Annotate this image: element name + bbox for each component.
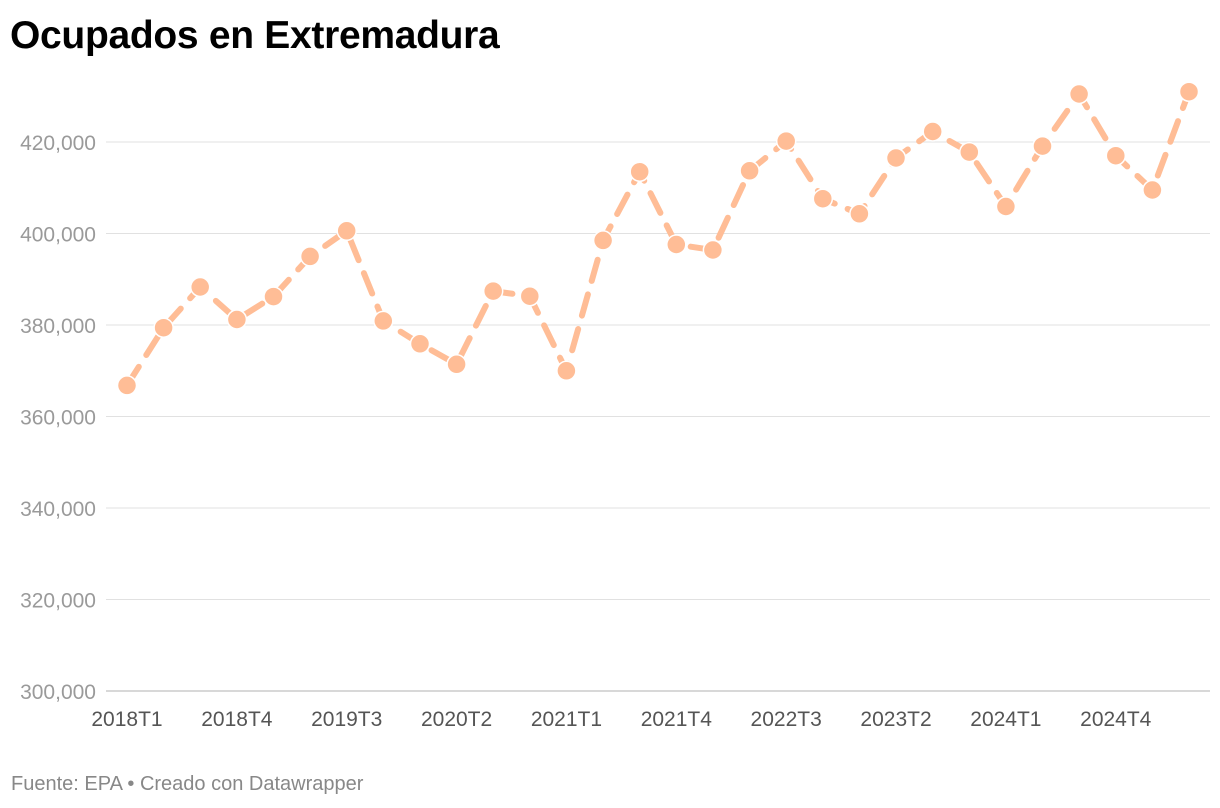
data-point [1105, 145, 1127, 166]
x-tick-label: 2018T1 [91, 708, 162, 731]
line-chart: 300,000 320,000 340,000 360,000 380,000 400,0… [20, 81, 1210, 731]
data-point [482, 280, 504, 302]
data-point [226, 309, 248, 330]
x-tick-label: 2021T1 [531, 708, 602, 731]
data-point [153, 317, 174, 338]
x-tick-label: 2024T1 [970, 708, 1041, 731]
y-tick-label: 340,000 [20, 498, 96, 521]
y-tick-label: 320,000 [20, 590, 96, 613]
grid-lines [106, 141, 1210, 692]
x-tick-label: 2019T3 [311, 708, 382, 731]
credit-note: Creado con Datawrapper [139, 773, 364, 795]
series-points [116, 81, 1200, 396]
data-point [556, 360, 577, 382]
series-line [124, 88, 1192, 389]
x-axis-ticks: 2018T1 2018T4 2019T3 2020T2 2021T1 2021T4 2022… [91, 708, 1151, 731]
x-tick-label: 2018T4 [201, 708, 273, 731]
source-note: Fuente: EPA [11, 773, 122, 795]
data-point [1068, 83, 1090, 105]
chart-title: Ocupados en Extremadura [10, 14, 500, 57]
data-point [885, 147, 907, 169]
data-point [959, 141, 980, 163]
data-point [299, 246, 321, 267]
data-point [373, 310, 394, 332]
y-axis-ticks: 300,000 320,000 340,000 360,000 380,000 400,0… [20, 132, 96, 704]
footer-separator: • [127, 773, 135, 795]
data-point [336, 220, 357, 242]
chart-footer: Fuente: EPA • Creado con Datawrapper [11, 771, 363, 797]
data-point [849, 203, 870, 225]
data-point [812, 188, 834, 209]
data-point [116, 375, 138, 396]
data-point [1178, 81, 1200, 102]
y-tick-label: 300,000 [20, 681, 96, 704]
x-tick-label: 2022T3 [751, 708, 822, 731]
y-tick-label: 360,000 [20, 407, 96, 430]
data-point [519, 285, 541, 307]
data-point [995, 196, 1017, 217]
data-point [1032, 135, 1053, 157]
x-tick-label: 2023T2 [860, 708, 931, 731]
data-point [739, 160, 760, 182]
data-point [446, 354, 467, 375]
data-point [189, 276, 211, 298]
series-path [124, 88, 1192, 389]
data-point [922, 121, 943, 142]
data-point [702, 239, 724, 261]
data-point [666, 234, 687, 255]
data-point [409, 333, 431, 355]
x-tick-label: 2024T4 [1080, 708, 1152, 731]
y-tick-label: 420,000 [20, 132, 96, 155]
x-tick-label: 2021T4 [641, 708, 713, 731]
data-point [629, 161, 650, 182]
x-tick-label: 2020T2 [421, 708, 492, 731]
data-point [775, 130, 797, 152]
data-point [263, 286, 284, 307]
y-tick-label: 400,000 [20, 224, 96, 247]
y-tick-label: 380,000 [20, 315, 96, 338]
data-point [592, 230, 614, 251]
data-point [1142, 179, 1163, 201]
